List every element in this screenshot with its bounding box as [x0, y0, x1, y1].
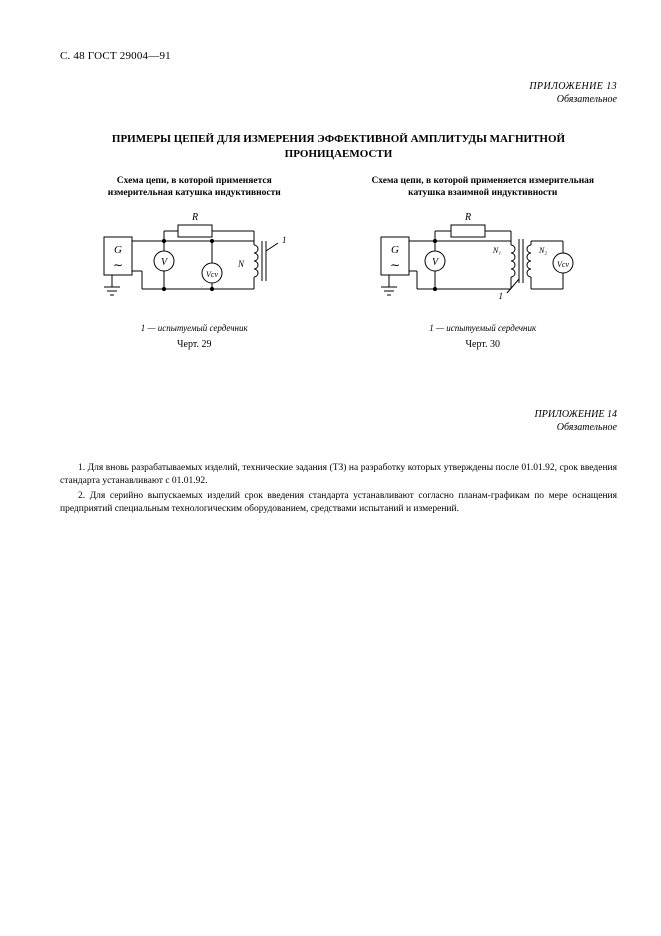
scheme-right-svg-wrap: G ∼ R [349, 207, 618, 317]
circuit-diagram-left-icon: G ∼ R [94, 207, 294, 317]
annex-13-title: ПРИЛОЖЕНИЕ 13 [60, 80, 617, 93]
scheme-right-legend: 1 — испытуемый сердечник [349, 323, 618, 333]
annex-13-subtitle: Обязательное [60, 93, 617, 106]
legend-right-text: — испытуемый сердечник [434, 323, 536, 333]
document-page: С. 48 ГОСТ 29004—91 ПРИЛОЖЕНИЕ 13 Обязат… [0, 0, 661, 936]
section-title-line1: ПРИМЕРЫ ЦЕПЕЙ ДЛЯ ИЗМЕРЕНИЯ ЭФФЕКТИВНОЙ … [60, 132, 617, 147]
svg-text:V: V [432, 257, 440, 268]
svg-text:∼: ∼ [113, 258, 123, 272]
scheme-left: Схема цепи, в которой применяется измери… [60, 176, 329, 351]
annex-13-block: ПРИЛОЖЕНИЕ 13 Обязательное [60, 80, 617, 106]
svg-text:R: R [464, 212, 471, 223]
svg-text:Vсv: Vсv [206, 270, 218, 279]
paragraph-1: 1. Для вновь разрабатываемых изделий, те… [60, 462, 617, 488]
scheme-right-figure-number: Черт. 30 [349, 339, 618, 350]
svg-text:R: R [191, 212, 198, 223]
svg-text:G: G [114, 244, 122, 256]
svg-text:N₂: N₂ [538, 246, 547, 255]
svg-text:1: 1 [282, 235, 287, 245]
scheme-left-figure-number: Черт. 29 [60, 339, 329, 350]
circuit-diagram-right-icon: G ∼ R [373, 207, 593, 317]
schemes-row: Схема цепи, в которой применяется измери… [60, 176, 617, 351]
page-header: С. 48 ГОСТ 29004—91 [60, 50, 617, 62]
svg-text:1: 1 [498, 291, 503, 301]
section-title-line2: ПРОНИЦАЕМОСТИ [60, 147, 617, 162]
legend-left-text: — испытуемый сердечник [145, 323, 247, 333]
svg-text:V: V [161, 257, 169, 268]
annex-14-subtitle: Обязательное [60, 421, 617, 434]
scheme-right-caption-l2: катушка взаимной индуктивности [349, 188, 618, 200]
annex-14-block: ПРИЛОЖЕНИЕ 14 Обязательное [60, 408, 617, 434]
scheme-right-caption: Схема цепи, в которой применяется измери… [349, 176, 618, 200]
scheme-right: Схема цепи, в которой применяется измери… [349, 176, 618, 351]
svg-text:N: N [237, 259, 245, 269]
svg-text:Vсv: Vсv [557, 260, 569, 269]
svg-text:∼: ∼ [390, 258, 400, 272]
body-text: 1. Для вновь разрабатываемых изделий, те… [60, 462, 617, 515]
scheme-left-caption-l1: Схема цепи, в которой применяется [60, 176, 329, 188]
section-title: ПРИМЕРЫ ЦЕПЕЙ ДЛЯ ИЗМЕРЕНИЯ ЭФФЕКТИВНОЙ … [60, 132, 617, 162]
scheme-left-svg-wrap: G ∼ R [60, 207, 329, 317]
svg-text:G: G [391, 244, 399, 256]
scheme-left-caption-l2: измерительная катушка индуктивности [60, 188, 329, 200]
svg-text:N₁: N₁ [492, 246, 501, 255]
scheme-right-caption-l1: Схема цепи, в которой применяется измери… [349, 176, 618, 188]
paragraph-2: 2. Для серийно выпускаемых изделий срок … [60, 490, 617, 516]
scheme-left-caption: Схема цепи, в которой применяется измери… [60, 176, 329, 200]
scheme-left-legend: 1 — испытуемый сердечник [60, 323, 329, 333]
annex-14-title: ПРИЛОЖЕНИЕ 14 [60, 408, 617, 421]
